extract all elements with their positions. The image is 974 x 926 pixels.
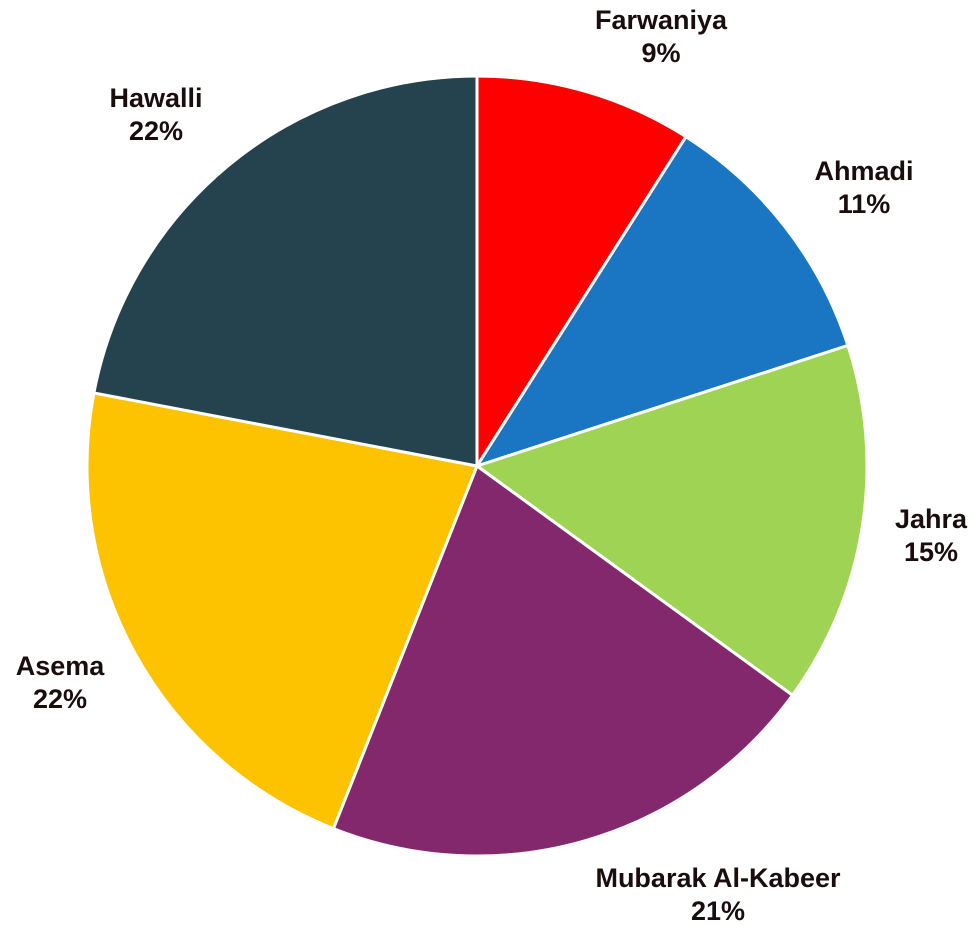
pie-slice <box>85 391 480 831</box>
pie-slice <box>331 463 795 858</box>
pie-slice <box>475 74 689 472</box>
slice-label: Farwaniya <box>595 5 728 35</box>
slice-value-label: 11% <box>838 189 891 219</box>
slice-value-label: 9% <box>641 38 680 68</box>
slice-label: Asema <box>16 651 106 681</box>
pie-slice <box>473 134 850 469</box>
slice-label: Ahmadi <box>814 156 913 186</box>
slice-label: Jahra <box>895 504 968 534</box>
slice-label: Mubarak Al-Kabeer <box>595 863 841 893</box>
slice-label: Hawalli <box>109 83 202 113</box>
slice-value-label: 21% <box>691 896 745 926</box>
slice-value-label: 15% <box>904 537 958 567</box>
slice-value-label: 22% <box>33 684 87 714</box>
slice-value-label: 22% <box>129 116 183 146</box>
pie-slice <box>92 74 479 468</box>
pie-slice <box>473 343 869 698</box>
